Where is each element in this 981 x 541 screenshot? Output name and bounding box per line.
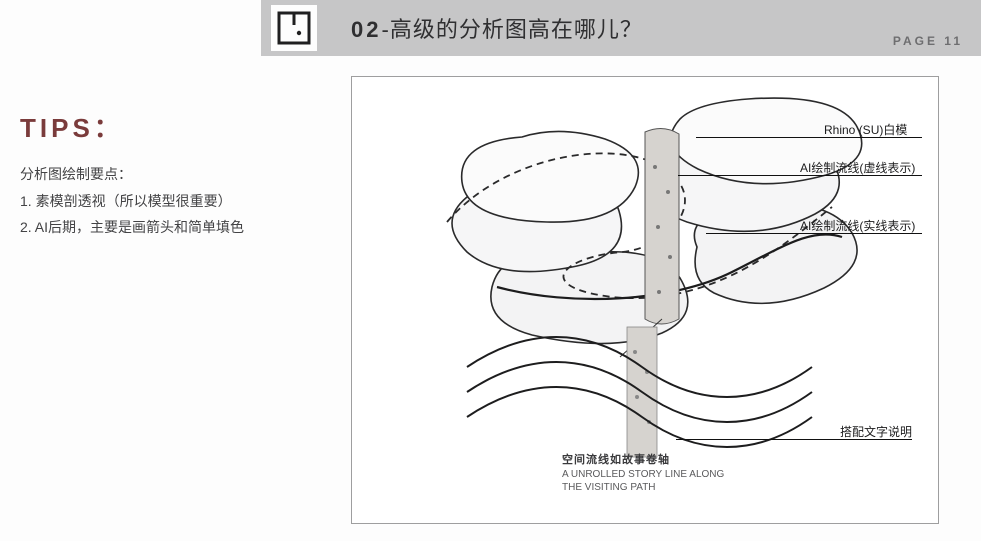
callout-label-2: AI绘制流线(虚线表示) <box>800 159 915 176</box>
header-logo <box>271 5 317 51</box>
tips-subtitle: 分析图绘制要点： <box>20 161 320 188</box>
callout-label-3: AI绘制流线(实线表示) <box>800 217 915 234</box>
logo-icon <box>277 11 311 45</box>
figure-frame: Rhino (SU)白模 AI绘制流线(虚线表示) AI绘制流线(实线表示) 搭… <box>351 76 939 524</box>
tips-point-2: 2. AI后期，主要是画箭头和简单填色 <box>20 214 320 241</box>
callout-label-4: 搭配文字说明 <box>840 423 912 440</box>
section-number: 02 <box>351 17 381 42</box>
tips-point-1: 1. 素模剖透视（所以模型很重要） <box>20 188 320 215</box>
title-text: 高级的分析图高在哪儿？ <box>390 17 643 42</box>
caption-block: 空间流线如故事卷轴 A UNROLLED STORY LINE ALONG TH… <box>562 453 724 495</box>
tips-block: TIPS： 分析图绘制要点： 1. 素模剖透视（所以模型很重要） 2. AI后期… <box>20 108 320 241</box>
caption-en2: THE VISITING PATH <box>562 481 724 495</box>
tips-heading: TIPS： <box>20 108 320 145</box>
caption-zh: 空间流线如故事卷轴 <box>562 453 724 468</box>
header-title: 02-高级的分析图高在哪儿？ <box>351 12 643 44</box>
header-bar: 02-高级的分析图高在哪儿？ PAGE 11 <box>261 0 981 56</box>
tips-body: 分析图绘制要点： 1. 素模剖透视（所以模型很重要） 2. AI后期，主要是画箭… <box>20 161 320 241</box>
caption-en1: A UNROLLED STORY LINE ALONG <box>562 468 724 482</box>
callout-label-1: Rhino (SU)白模 <box>824 121 907 138</box>
page-label: PAGE 11 <box>893 34 963 48</box>
title-sep: - <box>381 17 389 42</box>
